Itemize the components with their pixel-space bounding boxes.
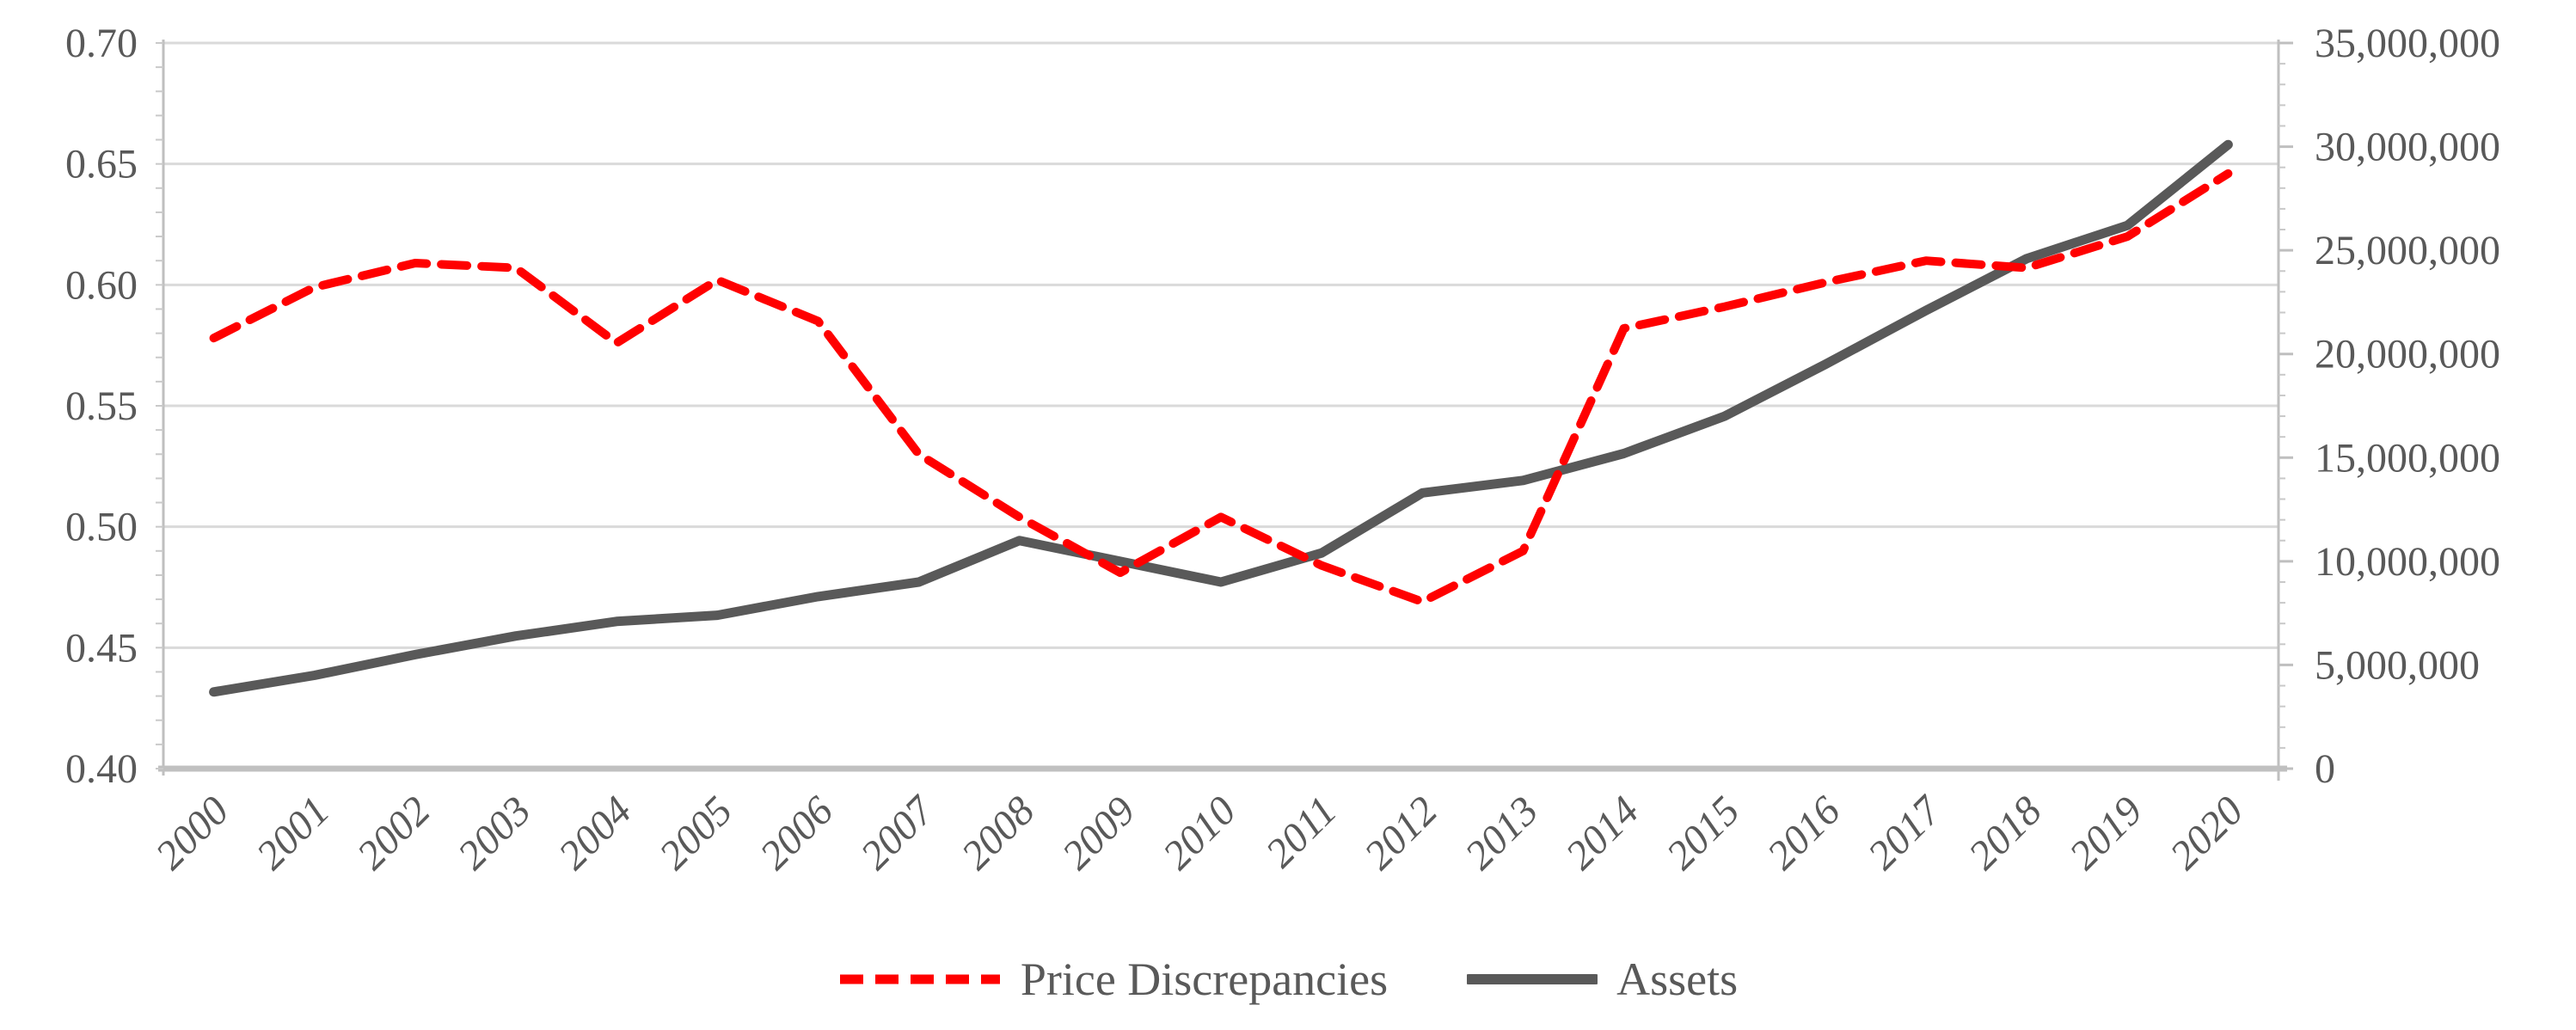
x-axis-tick-label: 2006: [751, 788, 842, 878]
right-axis-tick-label: 5,000,000: [2315, 642, 2480, 688]
x-axis-tick-label: 2013: [1457, 788, 1547, 878]
series-line-assets: [209, 139, 2233, 697]
right-axis-tick-label: 30,000,000: [2315, 125, 2500, 170]
x-axis-tick-label: 2020: [2162, 788, 2252, 878]
x-axis-tick-label: 2011: [1257, 788, 1346, 876]
x-axis-tick-label: 2004: [550, 788, 641, 878]
left-axis-tick-label: 0.50: [65, 505, 138, 550]
right-axis-tick-label: 20,000,000: [2315, 332, 2500, 377]
x-axis-tick-label: 2010: [1154, 788, 1244, 878]
series-line-price-discrepancies: [209, 169, 2233, 606]
x-axis-tick-label: 2014: [1557, 788, 1647, 878]
right-axis-tick-label: 35,000,000: [2315, 21, 2500, 66]
left-axis-tick-label: 0.65: [65, 142, 138, 187]
x-axis-tick-label: 2019: [2061, 788, 2151, 878]
x-axis-tick-label: 2001: [248, 788, 338, 878]
right-axis-tick-label: 25,000,000: [2315, 228, 2500, 273]
x-axis-tick-label: 2007: [852, 787, 944, 879]
x-axis-tick-label: 2009: [1053, 788, 1144, 878]
x-axis-tick-label: 2005: [651, 788, 741, 878]
left-axis-tick-label: 0.55: [65, 383, 138, 429]
x-axis-tick-label: 2008: [953, 788, 1043, 878]
x-axis-tick-label: 2000: [147, 788, 237, 878]
right-axis-tick-label: 10,000,000: [2315, 539, 2500, 585]
left-axis-tick-label: 0.45: [65, 625, 138, 671]
x-axis-tick-label: 2002: [348, 788, 439, 878]
x-axis-tick-label: 2012: [1356, 788, 1446, 878]
x-axis-tick-label: 2016: [1758, 788, 1849, 878]
x-axis-tick-label: 2017: [1859, 787, 1951, 879]
x-axis-tick-label: 2003: [449, 788, 539, 878]
right-axis-tick-label: 0: [2315, 746, 2335, 792]
left-axis-tick-label: 0.70: [65, 21, 138, 66]
x-axis-tick-label: 2018: [1960, 788, 2051, 878]
x-axis-tick-label: 2015: [1658, 788, 1748, 878]
left-axis-tick-label: 0.40: [65, 746, 138, 792]
right-axis-tick-label: 15,000,000: [2315, 435, 2500, 481]
left-axis-tick-label: 0.60: [65, 262, 138, 308]
